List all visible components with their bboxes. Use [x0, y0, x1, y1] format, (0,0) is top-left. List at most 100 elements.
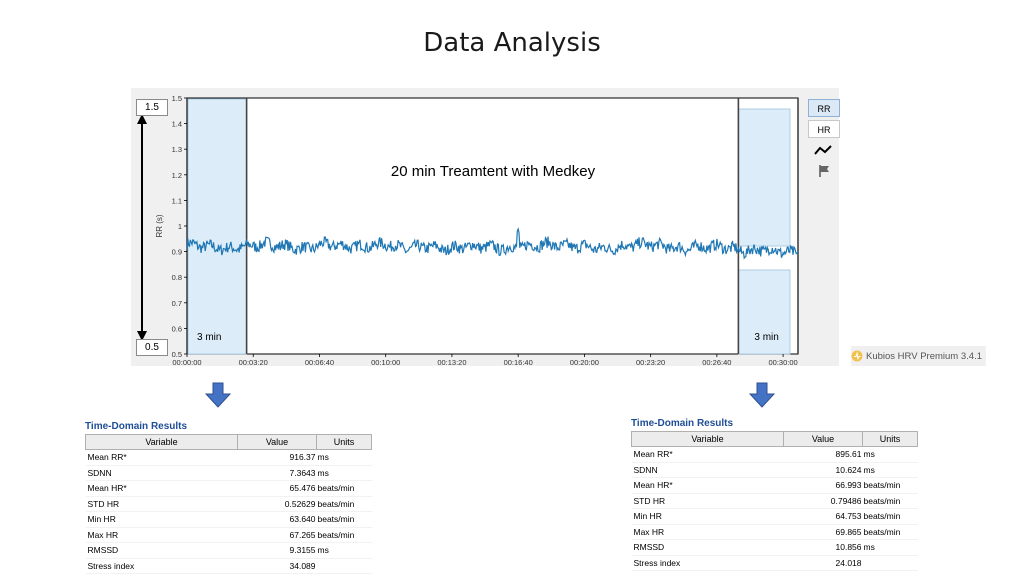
table-row: STD HR 0.79486 beats/min	[631, 493, 918, 509]
unit-cell: beats/min	[862, 524, 918, 540]
table-row: Stress index 24.018	[631, 555, 918, 571]
x-tick-label: 00:00:00	[172, 358, 201, 367]
down-arrow-icon	[749, 382, 775, 408]
segment-shade	[737, 269, 791, 355]
value-cell: 69.865	[783, 524, 863, 540]
variable-cell: SDNN	[85, 465, 238, 481]
segment-shade	[737, 108, 791, 247]
y-max-box[interactable]: 1.5	[136, 99, 168, 116]
value-cell: 67.265	[237, 527, 317, 543]
unit-cell: ms	[316, 465, 372, 481]
table-row: SDNN 10.624 ms	[631, 462, 918, 478]
y-tick-label: 0.6	[172, 324, 182, 333]
hr-button[interactable]: HR	[808, 120, 840, 138]
unit-cell	[862, 555, 918, 571]
variable-cell: Mean HR*	[631, 477, 784, 494]
table-row: RMSSD 9.3155 ms	[85, 542, 372, 559]
down-arrow-icon	[205, 382, 231, 408]
y-tick-label: 1.2	[172, 171, 182, 180]
table-row: STD HR 0.52629 beats/min	[85, 496, 372, 512]
x-tick-label: 00:03:20	[239, 358, 268, 367]
value-cell: 10.624	[783, 462, 863, 478]
kubios-brand: Kubios HRV Premium 3.4.1	[851, 346, 986, 366]
x-tick-label: 00:23:20	[636, 358, 665, 367]
unit-cell: ms	[862, 462, 918, 478]
table-row: Mean HR* 65.476 beats/min	[85, 480, 372, 497]
y-tick-label: 1	[178, 222, 182, 231]
y-min-box[interactable]: 0.5	[136, 339, 168, 356]
x-tick-label: 00:10:00	[371, 358, 400, 367]
results-after: Time-Domain Results Variable Value Units…	[631, 417, 918, 571]
slide-title: Data Analysis	[423, 28, 601, 58]
value-cell: 895.61	[783, 446, 863, 463]
value-cell: 24.018	[783, 555, 863, 571]
column-header: Variable	[85, 434, 238, 450]
kubios-logo-icon	[851, 350, 863, 362]
plot-area	[186, 97, 799, 355]
variable-cell: Mean RR*	[85, 449, 238, 466]
table-row: Max HR 67.265 beats/min	[85, 527, 372, 543]
unit-cell: beats/min	[316, 480, 372, 497]
x-tick-label: 00:06:40	[305, 358, 334, 367]
unit-cell: beats/min	[862, 493, 918, 509]
y-tick-label: 0.8	[172, 273, 182, 282]
column-header: Value	[783, 431, 863, 447]
table-row: Min HR 64.753 beats/min	[631, 508, 918, 525]
range-arrow-head	[137, 331, 147, 341]
table-row: Min HR 63.640 beats/min	[85, 511, 372, 528]
variable-cell: STD HR	[85, 496, 238, 512]
variable-cell: Stress index	[85, 558, 238, 574]
value-cell: 66.993	[783, 477, 863, 494]
poincare-line-icon[interactable]	[808, 141, 840, 159]
variable-cell: STD HR	[631, 493, 784, 509]
value-cell: 65.476	[237, 480, 317, 497]
unit-cell: beats/min	[316, 527, 372, 543]
rr-chart: 3 min 3 min 0.5 0.6 0.7 0.8 0.9 1 1.1 1.2 1.3 1.4 1.…	[137, 94, 799, 367]
results-table: Variable Value Units Mean RR* 916.37 ms SDN…	[85, 434, 372, 574]
segment-shade	[187, 98, 248, 355]
value-cell: 9.3155	[237, 542, 317, 559]
unit-cell: ms	[862, 539, 918, 556]
y-tick-label: 0.5	[172, 350, 182, 359]
table-row: RMSSD 10.856 ms	[631, 539, 918, 556]
variable-cell: Min HR	[85, 511, 238, 528]
unit-cell: ms	[862, 446, 918, 463]
table-row: Max HR 69.865 beats/min	[631, 524, 918, 540]
variable-cell: Min HR	[631, 508, 784, 525]
column-header: Units	[316, 434, 372, 450]
results-title: Time-Domain Results	[85, 421, 188, 432]
x-tick-label: 00:13:20	[437, 358, 466, 367]
variable-cell: Mean RR*	[631, 446, 784, 463]
value-cell: 34.089	[237, 558, 317, 574]
y-tick-label: 0.9	[172, 248, 182, 257]
rr-series-line	[186, 227, 799, 260]
results-before: Time-Domain Results Variable Value Units…	[85, 420, 372, 574]
y-tick-label: 1.4	[172, 120, 182, 129]
variable-cell: Mean HR*	[85, 480, 238, 497]
unit-cell: beats/min	[316, 511, 372, 528]
range-arrow-head	[137, 114, 147, 124]
unit-cell: ms	[316, 449, 372, 466]
table-row: SDNN 7.3643 ms	[85, 465, 372, 481]
column-header: Value	[237, 434, 317, 450]
chart-annotation: 20 min Treamtent with Medkey	[391, 163, 596, 180]
unit-cell: beats/min	[862, 508, 918, 525]
flag-icon[interactable]	[808, 162, 840, 180]
x-tick-label: 00:16:40	[504, 358, 533, 367]
unit-cell: ms	[316, 542, 372, 559]
y-tick-label: 1.3	[172, 145, 182, 154]
value-cell: 10.856	[783, 539, 863, 556]
variable-cell: RMSSD	[631, 539, 784, 556]
rr-button[interactable]: RR	[808, 99, 840, 117]
results-title: Time-Domain Results	[631, 418, 734, 429]
y-tick-label: 1.1	[172, 196, 182, 205]
value-cell: 7.3643	[237, 465, 317, 481]
table-row: Mean HR* 66.993 beats/min	[631, 477, 918, 494]
variable-cell: Stress index	[631, 555, 784, 571]
value-cell: 916.37	[237, 449, 317, 466]
brand-label: Kubios HRV Premium 3.4.1	[866, 350, 982, 362]
variable-cell: RMSSD	[85, 542, 238, 559]
variable-cell: Max HR	[631, 524, 784, 540]
x-tick-label: 00:26:40	[702, 358, 731, 367]
value-cell: 0.52629	[237, 496, 317, 512]
